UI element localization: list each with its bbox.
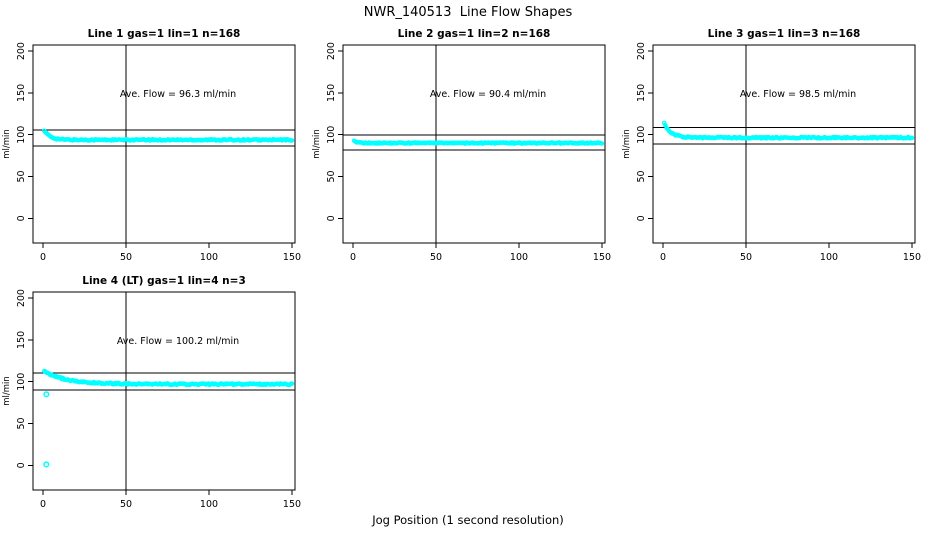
y-tick-label: 200 bbox=[16, 289, 27, 307]
y-tick-label: 0 bbox=[636, 215, 647, 221]
average-flow-annotation: Ave. Flow = 98.5 ml/min bbox=[740, 89, 856, 100]
y-axis-title: ml/min bbox=[622, 129, 632, 159]
y-tick-label: 0 bbox=[16, 462, 27, 468]
x-tick-label: 150 bbox=[283, 499, 301, 510]
x-tick-label: 150 bbox=[593, 252, 611, 263]
plot-box bbox=[32, 44, 296, 244]
y-tick-label: 50 bbox=[16, 170, 27, 182]
x-tick-label: 150 bbox=[903, 252, 921, 263]
x-tick-label: 0 bbox=[660, 252, 666, 263]
x-axis-label: Jog Position (1 second resolution) bbox=[372, 513, 564, 527]
data-point bbox=[599, 141, 605, 146]
x-tick-label: 0 bbox=[350, 252, 356, 263]
x-tick-label: 50 bbox=[120, 499, 132, 510]
y-axis-title: ml/min bbox=[312, 129, 322, 159]
y-tick-label: 50 bbox=[326, 170, 337, 182]
x-tick-label: 50 bbox=[120, 252, 132, 263]
data-point bbox=[289, 381, 295, 386]
subplot-title: Line 4 (LT) gas=1 lin=4 n=3 bbox=[82, 275, 246, 287]
y-tick-label: 150 bbox=[16, 84, 27, 102]
y-tick-label: 150 bbox=[636, 84, 647, 102]
x-tick-label: 150 bbox=[283, 252, 301, 263]
subplot-title: Line 3 gas=1 lin=3 n=168 bbox=[708, 28, 861, 40]
x-tick-label: 100 bbox=[510, 252, 528, 263]
x-tick-label: 100 bbox=[820, 252, 838, 263]
average-flow-annotation: Ave. Flow = 90.4 ml/min bbox=[430, 89, 546, 100]
subplot-line-4-chart: 0 50 100 150 0 50 100 150 200 ml/min Line 4 (LT) g… bbox=[2, 275, 301, 510]
y-tick-label: 200 bbox=[16, 42, 27, 60]
y-tick-label: 200 bbox=[326, 42, 337, 60]
x-tick-label: 50 bbox=[430, 252, 442, 263]
y-tick-label: 0 bbox=[326, 215, 337, 221]
y-axis-title: ml/min bbox=[2, 129, 12, 159]
data-point bbox=[289, 138, 295, 143]
plot-box bbox=[652, 44, 916, 244]
y-axis-title: ml/min bbox=[2, 376, 12, 406]
subplot-title: Line 1 gas=1 lin=1 n=168 bbox=[88, 28, 241, 40]
y-tick-label: 50 bbox=[16, 417, 27, 429]
x-tick-label: 100 bbox=[200, 499, 218, 510]
outlier-point bbox=[43, 461, 50, 468]
y-tick-label: 100 bbox=[16, 373, 27, 391]
subplot-line-2-chart: 0 50 100 150 0 50 100 150 200 ml/min Line 2 gas=1 … bbox=[312, 28, 611, 263]
average-flow-annotation: Ave. Flow = 96.3 ml/min bbox=[120, 89, 236, 100]
y-tick-label: 100 bbox=[16, 126, 27, 144]
subplot-line-1-chart: 0 50 100 150 0 50 100 150 200 ml/min Line 1 gas=1 … bbox=[2, 28, 301, 263]
y-tick-label: 50 bbox=[636, 170, 647, 182]
y-tick-label: 100 bbox=[326, 126, 337, 144]
x-tick-label: 0 bbox=[40, 252, 46, 263]
y-tick-label: 100 bbox=[636, 126, 647, 144]
x-tick-label: 0 bbox=[40, 499, 46, 510]
x-tick-label: 50 bbox=[740, 252, 752, 263]
subplot-line-3-chart: 0 50 100 150 0 50 100 150 200 ml/min Line 3 gas=1 … bbox=[622, 28, 921, 263]
y-tick-label: 150 bbox=[16, 331, 27, 349]
y-tick-label: 0 bbox=[16, 215, 27, 221]
plot-box bbox=[342, 44, 606, 244]
outlier-point bbox=[43, 391, 50, 398]
subplot-title: Line 2 gas=1 lin=2 n=168 bbox=[398, 28, 551, 40]
y-tick-label: 150 bbox=[326, 84, 337, 102]
average-flow-annotation: Ave. Flow = 100.2 ml/min bbox=[117, 336, 239, 347]
plot-box bbox=[32, 291, 296, 491]
figure-title: NWR_140513 Line Flow Shapes bbox=[363, 5, 573, 20]
data-point bbox=[909, 135, 915, 141]
x-tick-label: 100 bbox=[200, 252, 218, 263]
y-tick-label: 200 bbox=[636, 42, 647, 60]
